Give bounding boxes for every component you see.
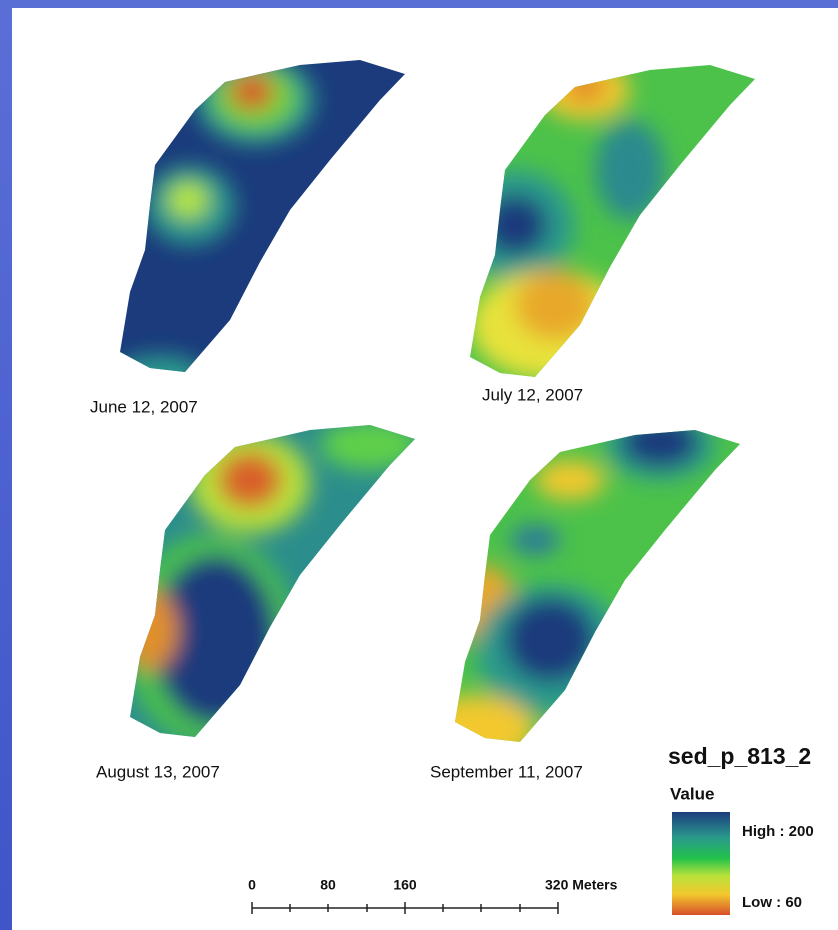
- scale-label: 320 Meters: [545, 877, 618, 893]
- legend-high: High : 200: [742, 823, 814, 840]
- map-label: September 11, 2007: [430, 762, 583, 781]
- legend-title: sed_p_813_2: [668, 743, 811, 769]
- map-panel: [110, 405, 440, 755]
- map-figure: June 12, 2007 July 12, 2007 August 13, 2…: [0, 0, 838, 930]
- map-label: June 12, 2007: [90, 397, 198, 416]
- map-panel: [450, 45, 780, 395]
- slide: June 12, 2007 July 12, 2007 August 13, 2…: [0, 0, 838, 930]
- scale-bar: [252, 902, 558, 914]
- scale-label: 80: [320, 877, 336, 893]
- scale-label: 160: [393, 877, 417, 893]
- map-panel: [415, 410, 765, 765]
- map-label: August 13, 2007: [96, 762, 220, 781]
- map-panel: [100, 40, 430, 395]
- legend-ramp: [672, 812, 730, 915]
- legend-subtitle: Value: [670, 784, 714, 803]
- map-label: July 12, 2007: [482, 385, 583, 404]
- legend-low: Low : 60: [742, 894, 802, 911]
- scale-label: 0: [248, 877, 256, 893]
